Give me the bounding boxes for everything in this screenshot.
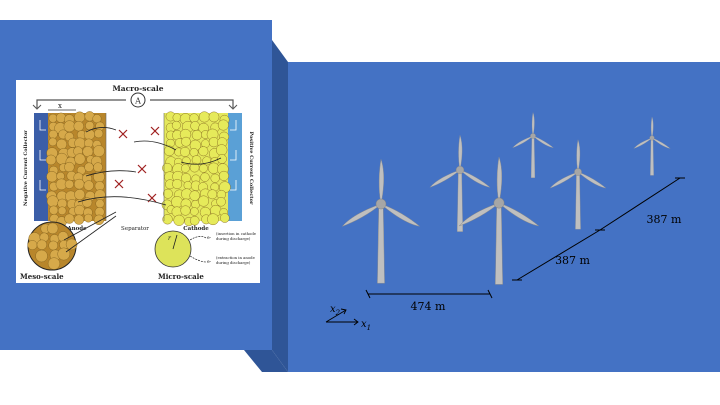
turbine-middle-left bbox=[428, 135, 491, 232]
micro-scale-label: Micro-scale bbox=[158, 272, 204, 281]
insertion-note: (insertion in cathode during discharge) bbox=[216, 232, 256, 240]
cathode-particle bbox=[216, 197, 226, 207]
x-axis-label: x bbox=[58, 102, 62, 110]
circuit-wire-left bbox=[36, 99, 126, 108]
cathode-particle bbox=[171, 120, 181, 130]
cathode-particle bbox=[207, 213, 219, 226]
cathode-particle bbox=[173, 214, 185, 226]
negative-collector-label: Negative Current Collector bbox=[23, 130, 29, 206]
anode-particle bbox=[83, 180, 94, 191]
extraction-note: (extraction in anode during discharge) bbox=[216, 256, 255, 264]
meso-particle bbox=[36, 239, 47, 250]
meso-particle bbox=[35, 249, 48, 263]
cathode-particle bbox=[181, 164, 190, 173]
anode-label: Anode bbox=[66, 226, 87, 232]
cathode-particle bbox=[217, 119, 229, 131]
cathode-particle bbox=[181, 136, 191, 147]
negative-collector bbox=[34, 113, 48, 221]
collector-tabs bbox=[39, 120, 237, 191]
meso-particle bbox=[46, 222, 59, 235]
anode-particle bbox=[64, 179, 74, 189]
axis-x1-label: x1 bbox=[361, 319, 371, 332]
anode-particle bbox=[74, 153, 86, 165]
insertion-arrow bbox=[189, 236, 207, 241]
meso-particles bbox=[27, 222, 78, 270]
anode-particle bbox=[73, 214, 85, 225]
cathode-particles bbox=[161, 111, 231, 227]
cathode-particle bbox=[199, 163, 208, 173]
turbine-back-center bbox=[511, 112, 555, 178]
zoom-line-1 bbox=[63, 211, 117, 241]
meso-particle bbox=[47, 257, 61, 270]
macro-scale-label: Macro-scale bbox=[112, 84, 163, 93]
cathode-particle bbox=[190, 207, 199, 216]
circuit-arrow-icon bbox=[32, 104, 238, 110]
cathode-particle bbox=[162, 214, 173, 225]
radius-line bbox=[172, 234, 178, 250]
ammeter-icon: A bbox=[130, 92, 146, 108]
anode-particle bbox=[84, 213, 93, 223]
turbine-back-right bbox=[632, 116, 671, 176]
spacing-label-387-lower: 387 m bbox=[555, 254, 590, 267]
electron-label-1: e- bbox=[207, 236, 212, 241]
meso-scale-label: Meso-scale bbox=[20, 272, 64, 281]
radius-label: r bbox=[168, 235, 172, 242]
circuit-wire-right bbox=[150, 99, 234, 108]
extraction-arrow bbox=[189, 255, 207, 263]
cathode-particle bbox=[198, 146, 209, 157]
cathode-particle bbox=[218, 170, 229, 181]
cathode-particle bbox=[189, 215, 200, 226]
anode-particle bbox=[73, 121, 84, 132]
turbine-front-left bbox=[340, 159, 421, 284]
axis-x2-label: x2 bbox=[330, 304, 341, 317]
cathode-particle bbox=[198, 195, 210, 207]
cathode-particle bbox=[163, 188, 173, 199]
positive-collector-label: Positive Current Collector bbox=[248, 131, 254, 204]
spacing-dimension-1 bbox=[365, 289, 493, 299]
coordinate-axes bbox=[325, 308, 359, 326]
electron-label-2: e- bbox=[207, 260, 212, 265]
battery-multiscale-figure: Macro-scale A x Negative Current Collect… bbox=[16, 80, 260, 283]
cathode-particle bbox=[200, 172, 210, 182]
ion-arrows bbox=[77, 127, 222, 206]
cathode-particle bbox=[210, 173, 220, 183]
cathode-label: Cathode bbox=[183, 226, 209, 232]
zoom-line-2 bbox=[65, 215, 117, 253]
spacing-label-474: 474 m bbox=[411, 300, 446, 313]
anode-particle bbox=[57, 206, 67, 215]
svg-text:A: A bbox=[134, 97, 141, 106]
cathode-particle bbox=[208, 111, 220, 123]
anode-particle bbox=[94, 128, 104, 139]
cathode-particle bbox=[220, 213, 230, 223]
spacing-dimension-3 bbox=[599, 177, 685, 231]
spacing-label-387-upper: 387 m bbox=[647, 213, 682, 226]
turbine-middle-right bbox=[548, 139, 607, 230]
positive-collector bbox=[228, 113, 242, 221]
separator-label: Separator bbox=[121, 226, 149, 232]
cathode-particle bbox=[172, 179, 183, 189]
